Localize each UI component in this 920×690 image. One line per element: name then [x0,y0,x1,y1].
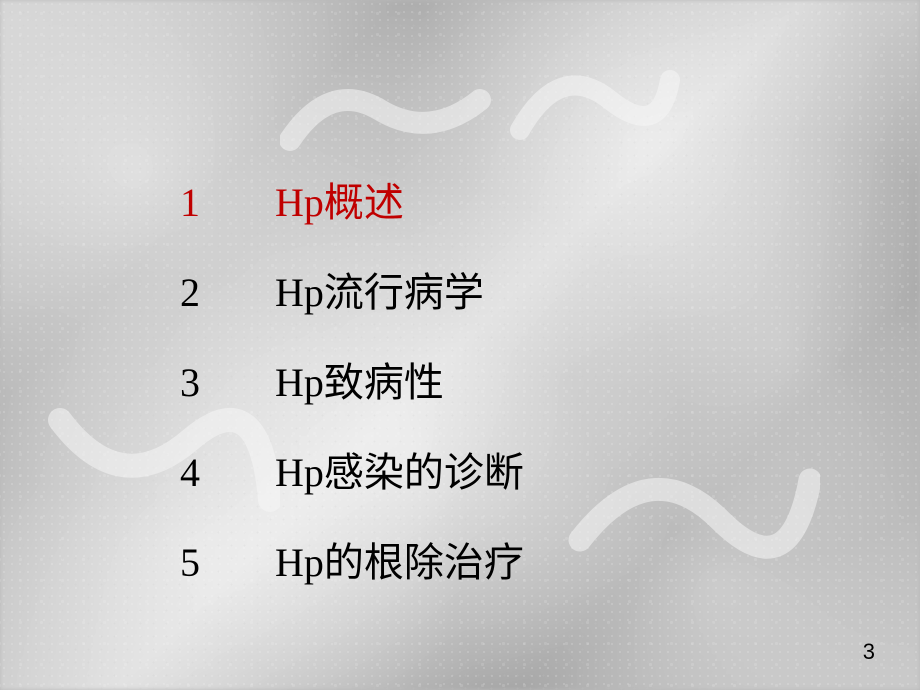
toc-item-2: 2 Hp流行病学 [180,260,524,318]
bg-shape-1 [280,60,500,180]
toc-number: 3 [180,359,275,406]
page-number: 3 [863,639,875,665]
toc-text: Hp的根除治疗 [275,530,524,588]
toc-text: Hp概述 [275,170,404,228]
toc-text: Hp感染的诊断 [275,440,524,498]
toc-item-5: 5 Hp的根除治疗 [180,530,524,588]
toc-number: 2 [180,269,275,316]
toc-list: 1 Hp概述 2 Hp流行病学 3 Hp致病性 4 Hp感染的诊断 5 Hp的根… [180,170,524,620]
bg-shape-2 [500,30,680,170]
toc-text: Hp致病性 [275,350,444,408]
toc-number: 1 [180,179,275,226]
toc-item-3: 3 Hp致病性 [180,350,524,408]
toc-item-4: 4 Hp感染的诊断 [180,440,524,498]
toc-text: Hp流行病学 [275,260,484,318]
toc-item-1: 1 Hp概述 [180,170,524,228]
slide: 1 Hp概述 2 Hp流行病学 3 Hp致病性 4 Hp感染的诊断 5 Hp的根… [0,0,920,690]
bg-shape-4 [560,420,820,620]
toc-number: 4 [180,449,275,496]
toc-number: 5 [180,539,275,586]
